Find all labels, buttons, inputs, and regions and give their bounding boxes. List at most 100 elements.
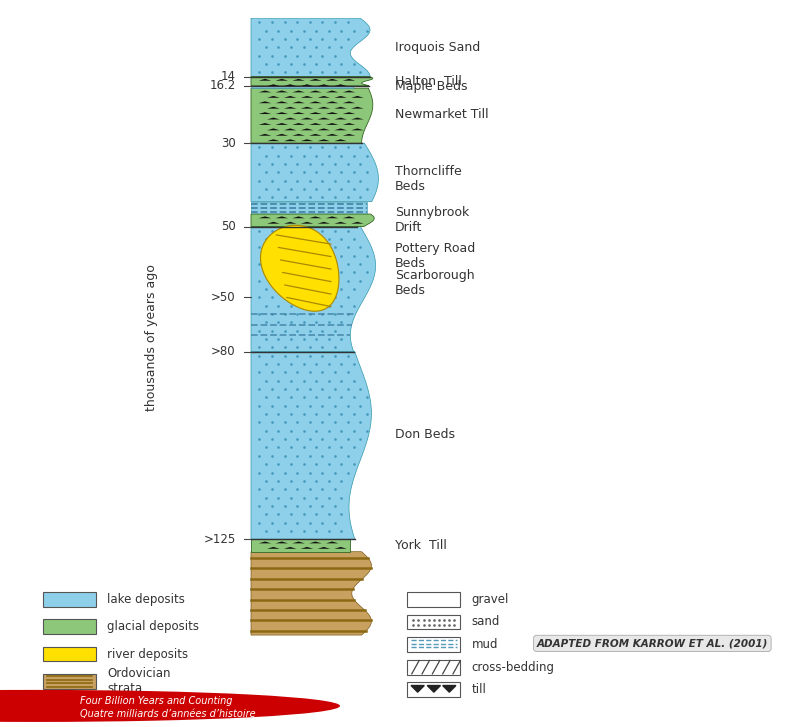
Text: Quatre milliards d’années d’histoire: Quatre milliards d’années d’histoire xyxy=(80,710,256,719)
Text: Scarborough
Beds: Scarborough Beds xyxy=(395,269,475,297)
FancyBboxPatch shape xyxy=(407,660,460,675)
Polygon shape xyxy=(275,112,288,114)
Polygon shape xyxy=(292,123,305,125)
Polygon shape xyxy=(342,112,355,114)
Polygon shape xyxy=(284,222,297,224)
Polygon shape xyxy=(251,143,378,201)
Text: thousands of years ago: thousands of years ago xyxy=(146,265,158,411)
Polygon shape xyxy=(318,96,330,98)
Polygon shape xyxy=(267,96,280,98)
Text: cross-bedding: cross-bedding xyxy=(471,661,554,674)
Polygon shape xyxy=(261,225,339,311)
Text: river deposits: river deposits xyxy=(107,648,188,661)
Polygon shape xyxy=(251,539,350,552)
Polygon shape xyxy=(251,18,370,76)
Polygon shape xyxy=(309,79,322,81)
Polygon shape xyxy=(275,542,288,543)
Polygon shape xyxy=(258,112,271,114)
Polygon shape xyxy=(301,222,314,224)
Text: gravel: gravel xyxy=(471,593,509,606)
Polygon shape xyxy=(326,542,338,543)
Polygon shape xyxy=(326,90,338,92)
Polygon shape xyxy=(258,542,271,543)
Text: 16.2: 16.2 xyxy=(210,79,235,92)
Text: York  Till: York Till xyxy=(395,539,447,552)
Polygon shape xyxy=(411,686,424,692)
Polygon shape xyxy=(275,101,288,103)
Polygon shape xyxy=(309,112,322,114)
Polygon shape xyxy=(309,101,322,103)
FancyBboxPatch shape xyxy=(407,683,460,697)
Polygon shape xyxy=(309,542,322,543)
Polygon shape xyxy=(275,217,288,218)
Polygon shape xyxy=(318,140,330,141)
FancyBboxPatch shape xyxy=(407,637,460,652)
Polygon shape xyxy=(442,686,456,692)
Polygon shape xyxy=(301,107,314,108)
Polygon shape xyxy=(351,107,364,108)
Polygon shape xyxy=(251,552,371,635)
Polygon shape xyxy=(251,214,374,227)
Polygon shape xyxy=(275,123,288,125)
Polygon shape xyxy=(334,129,347,130)
Text: Newmarket Till: Newmarket Till xyxy=(395,108,489,121)
Polygon shape xyxy=(326,79,338,81)
Polygon shape xyxy=(326,217,338,218)
Polygon shape xyxy=(318,547,330,549)
Polygon shape xyxy=(309,217,322,218)
Polygon shape xyxy=(334,107,347,108)
Polygon shape xyxy=(251,88,373,143)
Polygon shape xyxy=(267,222,280,224)
Polygon shape xyxy=(334,118,347,119)
FancyBboxPatch shape xyxy=(43,619,96,634)
Polygon shape xyxy=(258,134,271,136)
Text: ADAPTED FROM KARROW ET AL. (2001): ADAPTED FROM KARROW ET AL. (2001) xyxy=(537,638,768,648)
Text: mud: mud xyxy=(471,638,498,651)
Polygon shape xyxy=(318,222,330,224)
Polygon shape xyxy=(427,686,441,692)
FancyBboxPatch shape xyxy=(43,592,96,607)
Text: Maple Beds: Maple Beds xyxy=(395,81,468,94)
Polygon shape xyxy=(334,96,347,98)
Polygon shape xyxy=(251,352,371,539)
FancyBboxPatch shape xyxy=(43,647,96,662)
Polygon shape xyxy=(334,84,347,86)
Polygon shape xyxy=(275,79,288,81)
Text: Halton  Till: Halton Till xyxy=(395,75,462,88)
Polygon shape xyxy=(292,79,305,81)
Polygon shape xyxy=(267,107,280,108)
Text: Sunnybrook
Drift: Sunnybrook Drift xyxy=(395,206,470,234)
Polygon shape xyxy=(251,76,373,86)
Text: 14: 14 xyxy=(221,70,235,83)
Polygon shape xyxy=(318,118,330,119)
FancyBboxPatch shape xyxy=(43,674,96,689)
Text: Avec le soutien de:: Avec le soutien de: xyxy=(512,710,598,719)
Polygon shape xyxy=(334,547,347,549)
Polygon shape xyxy=(284,140,297,141)
Polygon shape xyxy=(301,96,314,98)
Polygon shape xyxy=(292,112,305,114)
Polygon shape xyxy=(326,112,338,114)
Text: Supported by:: Supported by: xyxy=(512,695,575,704)
Polygon shape xyxy=(251,227,375,352)
Polygon shape xyxy=(301,140,314,141)
Text: Don Beds: Don Beds xyxy=(395,428,455,441)
FancyBboxPatch shape xyxy=(407,592,460,607)
Polygon shape xyxy=(284,129,297,130)
Text: Pottery Road
Beds: Pottery Road Beds xyxy=(395,242,475,270)
Polygon shape xyxy=(292,90,305,92)
Polygon shape xyxy=(342,79,355,81)
Polygon shape xyxy=(284,84,297,86)
Polygon shape xyxy=(301,129,314,130)
Polygon shape xyxy=(284,96,297,98)
Polygon shape xyxy=(267,129,280,130)
Polygon shape xyxy=(351,222,364,224)
Polygon shape xyxy=(342,101,355,103)
Text: >125: >125 xyxy=(203,533,235,546)
Polygon shape xyxy=(267,140,280,141)
Polygon shape xyxy=(258,217,271,218)
Polygon shape xyxy=(334,222,347,224)
Text: till: till xyxy=(471,683,486,696)
Wedge shape xyxy=(0,690,340,722)
Polygon shape xyxy=(292,101,305,103)
